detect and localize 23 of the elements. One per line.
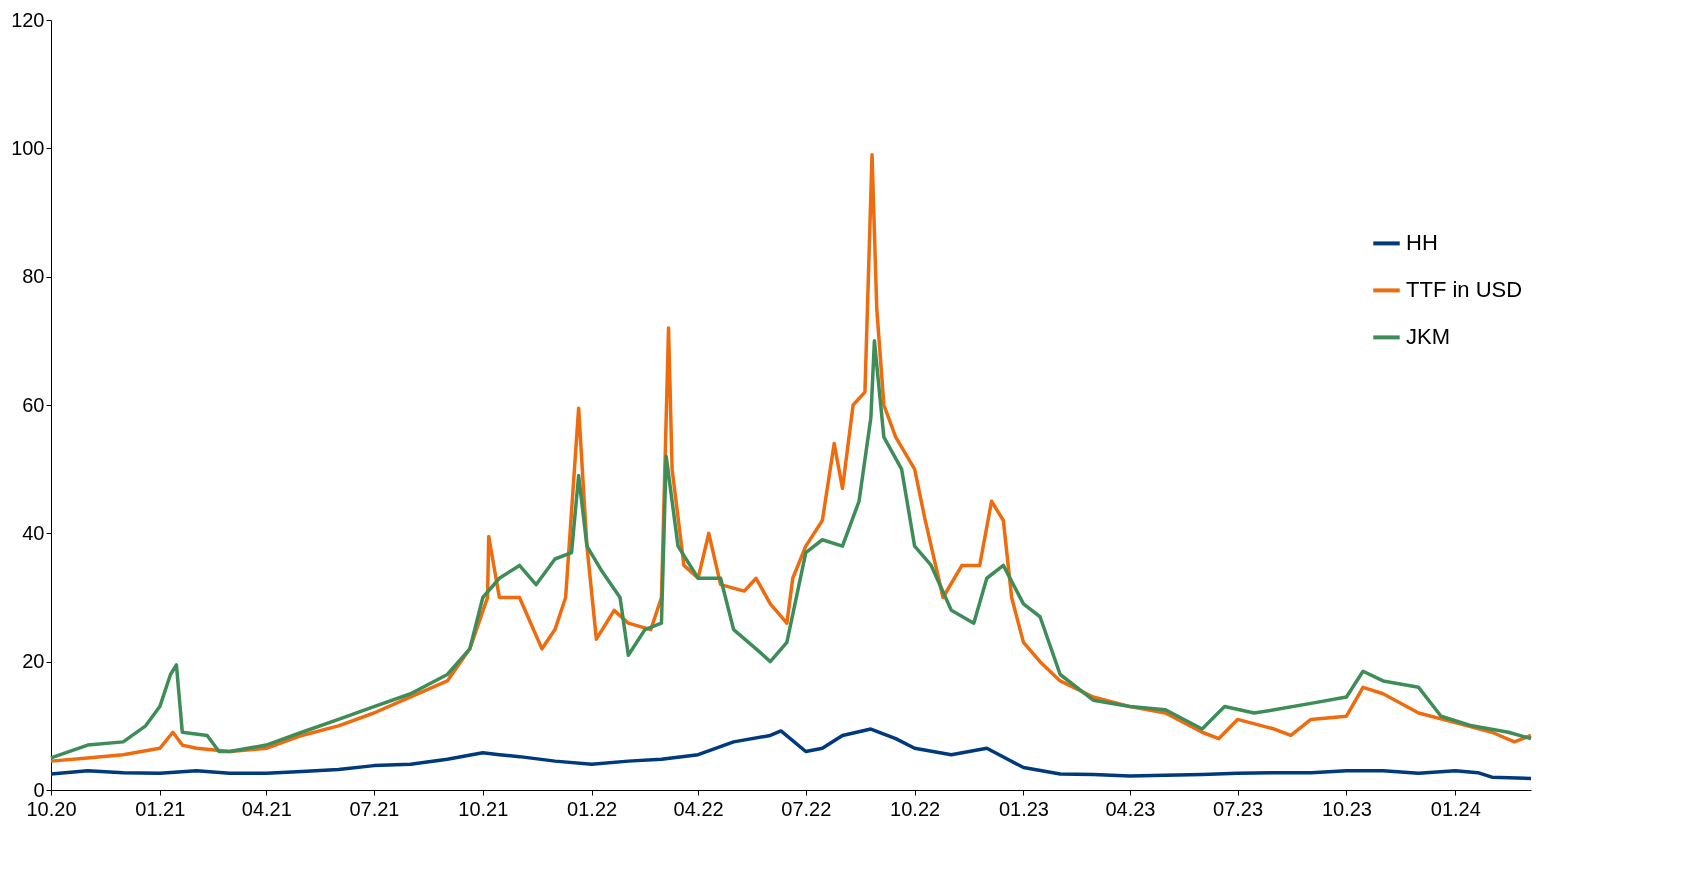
- x-tick-label: 10.22: [890, 797, 941, 820]
- x-tick-label: 07.23: [1213, 797, 1264, 820]
- y-tick-label: 20: [22, 650, 45, 673]
- y-tick-label: 120: [11, 8, 45, 31]
- x-tick-label: 04.22: [673, 797, 724, 820]
- x-tick-label: 01.22: [567, 797, 618, 820]
- y-tick-label: 60: [22, 393, 45, 416]
- legend-label: HH: [1406, 230, 1438, 256]
- y-tick-label: 80: [22, 265, 45, 288]
- x-tick-label: 10.21: [458, 797, 509, 820]
- x-tick-label: 07.22: [781, 797, 832, 820]
- x-tick-label: 10.23: [1321, 797, 1372, 820]
- x-tick-label: 01.24: [1430, 797, 1481, 820]
- x-tick-label: 01.21: [135, 797, 186, 820]
- x-tick-label: 04.21: [241, 797, 292, 820]
- y-tick-label: 100: [11, 136, 45, 159]
- legend-label: TTF in USD: [1406, 277, 1523, 303]
- line-series: [49, 727, 1533, 781]
- x-tick-label: 01.23: [998, 797, 1049, 820]
- legend-label: JKM: [1406, 324, 1450, 350]
- x-tick-label: 07.21: [349, 797, 400, 820]
- y-tick-label: 40: [22, 521, 45, 544]
- x-tick-label: 04.23: [1105, 797, 1156, 820]
